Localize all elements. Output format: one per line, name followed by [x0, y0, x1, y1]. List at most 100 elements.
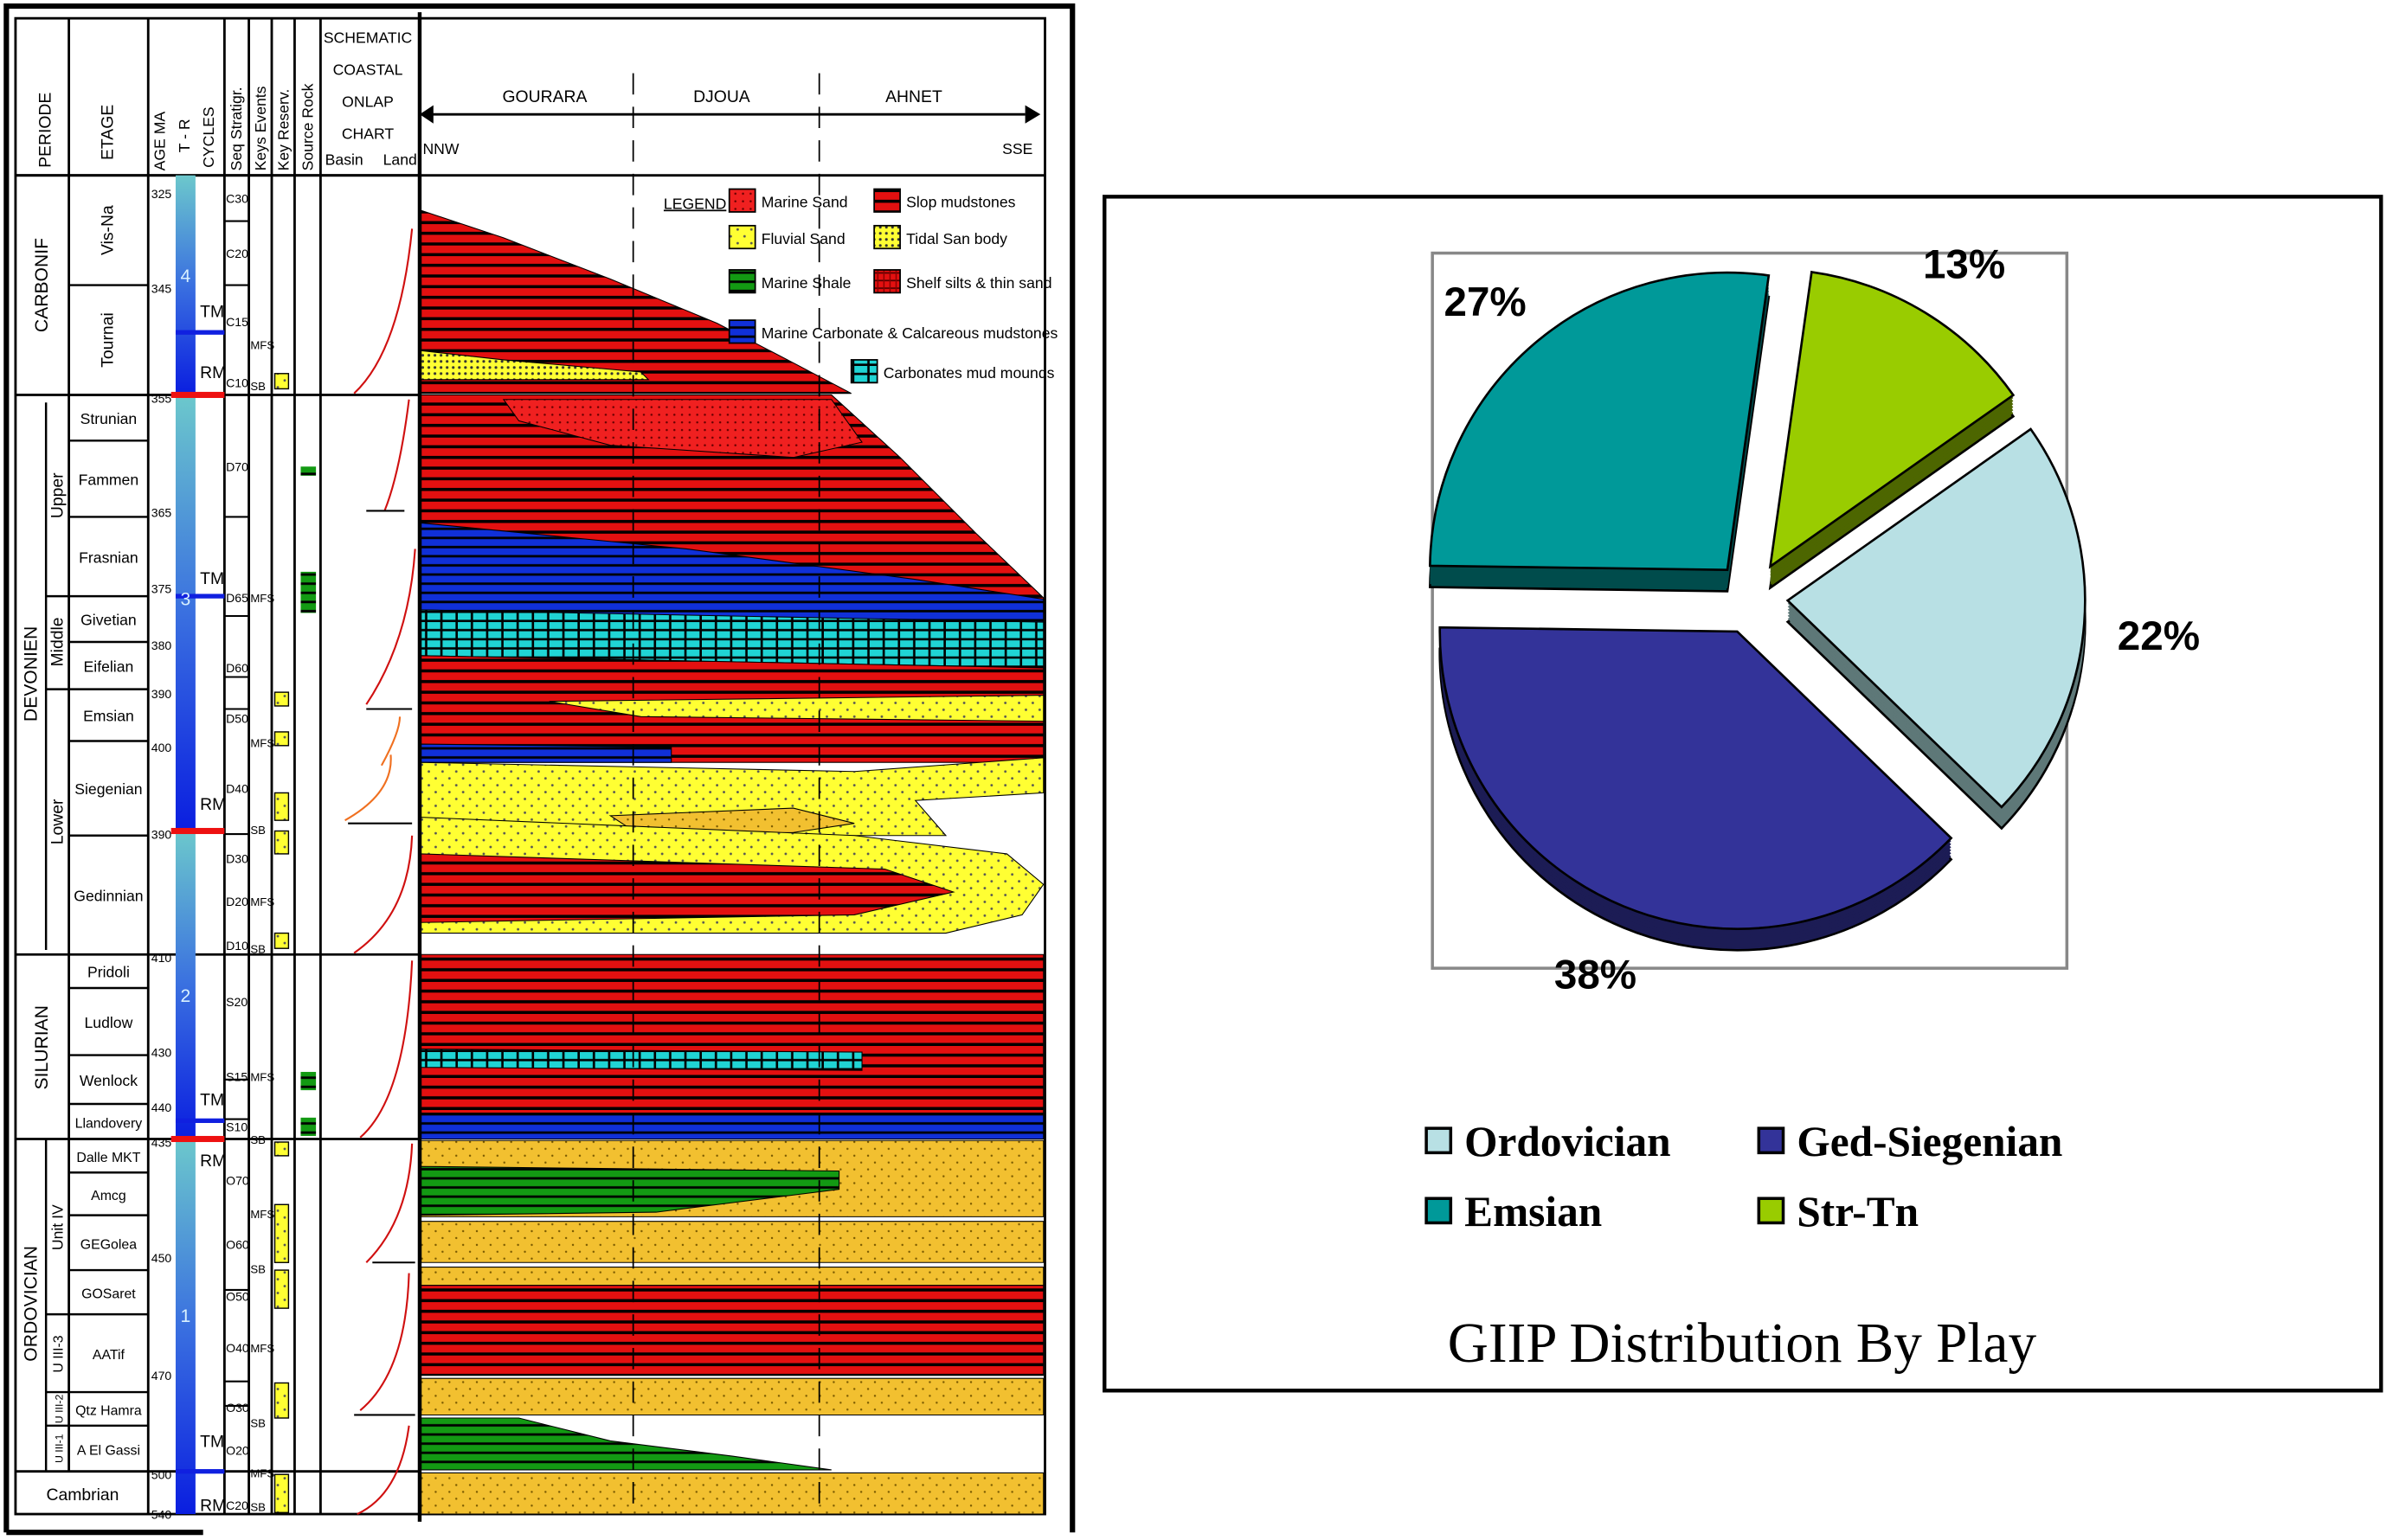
etage-label: Fammen: [79, 471, 138, 488]
etage-label: GOSaret: [81, 1287, 136, 1302]
direction-sse: SSE: [1002, 140, 1032, 157]
transgressive-max-line: [175, 1469, 225, 1474]
lithology-body: [421, 350, 650, 381]
cycle-mark: TM: [200, 1432, 224, 1451]
pie-slice-ordovician: [1785, 427, 2087, 809]
etage-label: Eifelian: [84, 658, 134, 675]
age-label: 325: [151, 187, 172, 201]
pie-data-label: 38%: [1554, 952, 1636, 998]
key-event-label: MFS: [250, 1342, 274, 1355]
sequence-label: C30: [226, 191, 248, 205]
transgressive-max-line: [175, 594, 225, 599]
cycle-number: 3: [181, 590, 191, 610]
onlap-curve: [365, 549, 416, 705]
lithology-body: [421, 1165, 840, 1216]
legend-item-label: Marine Shale: [762, 274, 852, 292]
sequence-label: D10: [226, 939, 248, 953]
cycle-mark: RM: [200, 1152, 226, 1171]
header-land: Land: [383, 151, 417, 168]
key-event-label: MFS: [250, 1071, 274, 1084]
sequence-label: O40: [226, 1341, 249, 1355]
tr-cycle-bar: [175, 831, 196, 1139]
table-headers: PERIODE ETAGE AGE MA T - R CYCLES Seq Stratig…: [35, 29, 416, 170]
pie-data-label: 13%: [1923, 241, 2005, 287]
sequence-label: O60: [226, 1237, 249, 1251]
cycle-mark: RM: [200, 363, 226, 382]
region-label-gourara: GOURARA: [502, 87, 587, 106]
key-reservoir-marker: [273, 1382, 290, 1419]
age-label: 410: [151, 951, 172, 965]
cycle-mark: RM: [200, 1497, 226, 1516]
onlap-curve: [383, 399, 410, 511]
etage-label: Emsian: [83, 708, 134, 725]
legend-swatch: [728, 188, 756, 213]
region-label-ahnet: AHNET: [885, 87, 942, 106]
lithology-body: [421, 1048, 863, 1071]
lithology-body: [421, 1417, 832, 1471]
tr-cycle-bar: [175, 1139, 196, 1515]
onlap-curve: [353, 228, 414, 395]
age-label: 400: [151, 741, 172, 754]
lithology-body: [421, 1221, 1045, 1263]
sequence-label: C20: [226, 1498, 248, 1512]
period-etage-cells: CARBONIF DEVONIEN SILURIAN ORDOVICIAN Cambri…: [22, 205, 149, 1505]
sequence-label: C15: [226, 315, 248, 329]
onlap-curve: [359, 960, 414, 1139]
tr-cycles-column: 4 3 2 1 TM RM TM RM TM RM TM RM 325 345 355 365 375 380 39…: [151, 175, 226, 1521]
age-label: 380: [151, 638, 172, 652]
key-reservoir-marker: [273, 932, 290, 949]
regressive-max-line: [170, 391, 225, 398]
left-frame: [3, 3, 1076, 1533]
header-periode: PERIODE: [35, 93, 55, 168]
legend-item-label: Slop mudstones: [906, 194, 1015, 211]
etage-label: GEGolea: [80, 1237, 137, 1252]
key-reservoir-marker: [273, 830, 290, 855]
etage-label: Amcg: [91, 1189, 126, 1203]
legend-label-ged-siegenian: Ged-Siegenian: [1797, 1118, 2062, 1165]
lithology-legend: LEGEND Marine Sand Slop mudstones Fluvial S…: [664, 188, 1058, 384]
legend-swatch: [850, 359, 878, 384]
period-label: CARBONIF: [32, 238, 52, 332]
cross-section-header: GOURARA DJOUA AHNET NNW SSE: [419, 87, 1041, 157]
etage-label: Siegenian: [74, 780, 142, 798]
age-label: 365: [151, 505, 172, 519]
subperiod-label: Lower: [48, 799, 68, 844]
key-event-label: MFS: [250, 737, 274, 750]
key-event-label: SB: [250, 1133, 266, 1146]
header-onlap-line: COASTAL: [333, 61, 403, 78]
etage-label: Givetian: [80, 612, 137, 629]
transgressive-max-line: [175, 1118, 225, 1123]
sequence-label: S10: [226, 1120, 248, 1134]
age-label: 375: [151, 582, 172, 596]
key-event-label: SB: [250, 942, 266, 955]
period-label: ORDOVICIAN: [22, 1246, 42, 1362]
sequence-label: O20: [226, 1443, 249, 1457]
legend-swatch: [1424, 1126, 1453, 1155]
legend-swatch: [728, 319, 756, 344]
pie-data-label: 22%: [2118, 613, 2200, 659]
subperiod-label: U III-1: [54, 1434, 66, 1463]
subperiod-label: U III-3: [52, 1335, 67, 1372]
key-event-label: MFS: [250, 895, 274, 908]
sequence-label: D60: [226, 661, 248, 675]
header-onlap-line: CHART: [342, 125, 395, 142]
cycle-number: 2: [181, 986, 191, 1006]
cycle-mark: RM: [200, 795, 226, 814]
tr-cycle-bar: [175, 175, 196, 395]
legend-item-label: Carbonates mud mounds: [884, 364, 1055, 382]
legend-label-emsian: Emsian: [1464, 1188, 1602, 1235]
onlap-curve: [353, 835, 414, 954]
header-tr: T - R: [176, 119, 193, 152]
reservoir-source-markers: [273, 373, 317, 1513]
onlap-curve: [344, 754, 392, 822]
key-reservoir-marker: [273, 792, 290, 821]
sequence-label: O50: [226, 1289, 249, 1303]
sequence-label: S20: [226, 995, 248, 1009]
etage-label: Qtz Hamra: [75, 1403, 142, 1418]
age-label: 390: [151, 827, 172, 841]
header-cycles: CYCLES: [200, 106, 217, 167]
sequence-label: O30: [226, 1401, 249, 1415]
onlap-curve: [365, 1143, 414, 1263]
age-label: 540: [151, 1507, 172, 1521]
key-reservoir-marker: [273, 731, 290, 747]
